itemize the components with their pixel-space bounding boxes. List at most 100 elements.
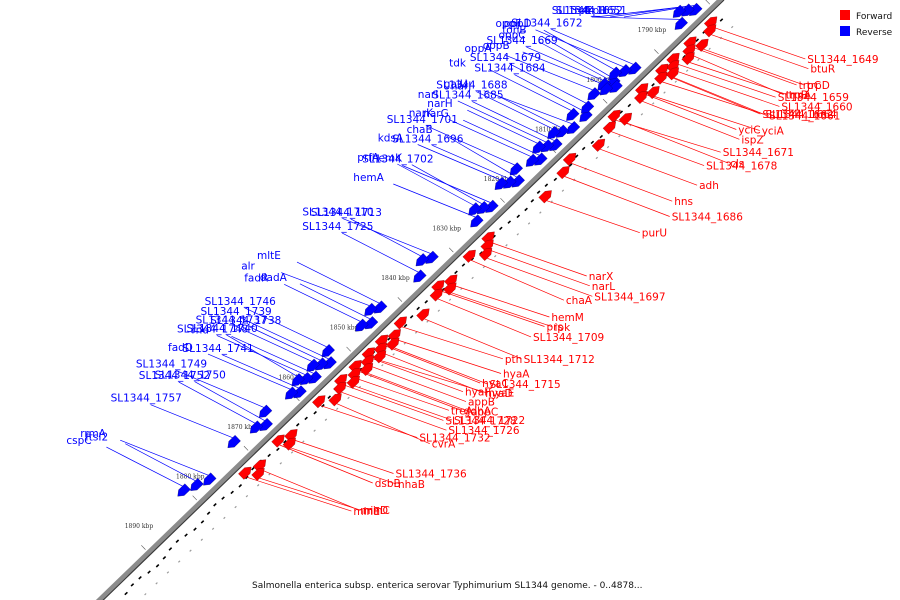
forward-gene-label: ipk bbox=[555, 322, 572, 334]
forward-gene-appC[interactable] bbox=[359, 363, 374, 377]
reverse-gene-tdk[interactable] bbox=[566, 107, 580, 121]
forward-gene-adh[interactable] bbox=[591, 138, 606, 152]
reverse-gene-label: trpH bbox=[584, 5, 607, 17]
reverse-gene-label: dadA bbox=[260, 272, 288, 284]
gc-skew-mark bbox=[302, 440, 305, 443]
reverse-gene-SL1344_1688[interactable] bbox=[547, 125, 561, 139]
reverse-leader-line bbox=[411, 164, 482, 205]
reverse-gene-SL1344_1701[interactable] bbox=[509, 162, 524, 176]
forward-gene-hyaE[interactable] bbox=[372, 350, 387, 364]
forward-gene-cls[interactable] bbox=[618, 112, 632, 126]
reverse-gene-SL1344_1746[interactable] bbox=[321, 344, 335, 358]
reverse-gene-SL1344_1684[interactable] bbox=[579, 108, 593, 122]
reverse-gene-oppB[interactable] bbox=[599, 82, 614, 96]
reverse-gene-oppA[interactable] bbox=[587, 87, 601, 101]
forward-leader-line bbox=[292, 439, 394, 474]
reverse-gene-SL1344_1651[interactable] bbox=[672, 4, 687, 18]
scale-tick-mark bbox=[192, 495, 198, 501]
reverse-leader-line bbox=[120, 439, 209, 476]
reverse-gene-narH[interactable] bbox=[532, 140, 546, 154]
forward-gene-SL1344_1732[interactable] bbox=[312, 395, 326, 409]
reverse-gene-alr[interactable] bbox=[364, 302, 378, 316]
forward-gene-label: prs bbox=[547, 322, 563, 334]
forward-gene-SL1344_1661[interactable] bbox=[665, 67, 679, 81]
forward-gene-trpD[interactable] bbox=[695, 38, 709, 52]
forward-gene-cvrA[interactable] bbox=[328, 393, 342, 407]
gc-content-mark bbox=[424, 300, 429, 304]
forward-leader-line bbox=[354, 385, 453, 421]
reverse-gene-mltE[interactable] bbox=[374, 300, 388, 314]
forward-gene-minC[interactable] bbox=[251, 467, 265, 481]
reverse-gene-SL1344_1672[interactable] bbox=[628, 61, 642, 75]
forward-gene-yciA[interactable] bbox=[646, 86, 660, 100]
reverse-gene-SL1344_1757[interactable] bbox=[227, 434, 241, 448]
forward-gene-SL1344_1671[interactable] bbox=[607, 109, 621, 123]
scale-tick-mark bbox=[602, 98, 608, 104]
forward-gene-SL1344_1664[interactable] bbox=[654, 71, 668, 85]
forward-gene-dsbB[interactable] bbox=[271, 434, 285, 448]
reverse-gene-fadD[interactable] bbox=[285, 386, 299, 400]
forward-gene-SL1344_1722[interactable] bbox=[346, 375, 360, 389]
gc-content-mark bbox=[524, 207, 528, 212]
reverse-gene-galU[interactable] bbox=[566, 121, 581, 134]
gc-content-mark bbox=[499, 226, 503, 231]
reverse-gene-SL1344_1652[interactable] bbox=[674, 16, 688, 30]
forward-leader-line bbox=[689, 62, 787, 95]
forward-gene-hns[interactable] bbox=[562, 152, 577, 166]
reverse-gene-oppF[interactable] bbox=[618, 64, 632, 78]
forward-gene-btuR[interactable] bbox=[703, 24, 717, 38]
forward-gene-minE[interactable] bbox=[238, 466, 252, 480]
forward-gene-purU[interactable] bbox=[538, 190, 552, 204]
reverse-gene-SL1344_1750[interactable] bbox=[259, 417, 273, 431]
reverse-gene-oppC[interactable] bbox=[609, 79, 623, 93]
forward-gene-SL1344_1697[interactable] bbox=[478, 247, 493, 261]
forward-gene-SL1344_1726[interactable] bbox=[333, 381, 347, 395]
forward-gene-trpA[interactable] bbox=[681, 52, 695, 66]
reverse-leader-line bbox=[281, 272, 370, 306]
legend-reverse-swatch[interactable] bbox=[840, 26, 850, 36]
reverse-gene-prfA[interactable] bbox=[468, 202, 482, 216]
forward-gene-SL1344_1686[interactable] bbox=[556, 166, 570, 180]
forward-gene-ipk[interactable] bbox=[443, 282, 457, 296]
reverse-gene-SL1344_1740[interactable] bbox=[291, 373, 305, 387]
forward-gene-nhaB[interactable] bbox=[282, 437, 296, 451]
forward-gene-pth[interactable] bbox=[393, 316, 407, 330]
reverse-gene-label: narJ bbox=[451, 80, 472, 92]
reverse-gene-hemA[interactable] bbox=[470, 214, 484, 228]
reverse-gene-kdsA[interactable] bbox=[494, 176, 508, 190]
forward-gene-chaA[interactable] bbox=[462, 249, 476, 263]
reverse-gene-SL1344_1749[interactable] bbox=[259, 404, 273, 418]
reverse-gene-narK[interactable] bbox=[525, 153, 540, 167]
reverse-gene-rrmA[interactable] bbox=[203, 472, 217, 486]
reverse-gene-SL1344_1737[interactable] bbox=[306, 358, 320, 372]
reverse-gene-ftsI2[interactable] bbox=[190, 477, 204, 491]
reverse-gene-SL1344_1710[interactable] bbox=[425, 250, 439, 264]
forward-leader-line bbox=[703, 48, 805, 86]
reverse-gene-oppD[interactable] bbox=[608, 66, 623, 80]
reverse-gene-dadA[interactable] bbox=[365, 316, 379, 330]
legend-forward-swatch[interactable] bbox=[840, 10, 850, 20]
reverse-gene-SL1344_1713[interactable] bbox=[415, 253, 429, 267]
forward-gene-SL1344_1678[interactable] bbox=[602, 121, 616, 135]
gc-skew-mark bbox=[290, 451, 294, 454]
reverse-gene-label: SL1344_1740 bbox=[187, 323, 258, 335]
forward-gene-ispZ[interactable] bbox=[634, 91, 648, 105]
reverse-gene-label: SL1344_1749 bbox=[136, 358, 207, 370]
reverse-gene-SL1344_1752[interactable] bbox=[249, 420, 264, 434]
forward-gene-SL1344_1709[interactable] bbox=[429, 288, 443, 302]
reverse-leader-line bbox=[226, 334, 297, 377]
forward-leader-line bbox=[424, 318, 522, 360]
gc-skew-mark bbox=[606, 145, 610, 149]
reverse-gene-fadR[interactable] bbox=[355, 318, 369, 332]
reverse-gene-label: SL1344_1738 bbox=[210, 315, 281, 327]
forward-gene-SL1344_1712[interactable] bbox=[416, 308, 430, 322]
reverse-gene-label: cspC bbox=[66, 435, 91, 447]
reverse-gene-label: narI bbox=[418, 89, 439, 101]
reverse-gene-SL1344_1679[interactable] bbox=[581, 100, 595, 114]
reverse-gene-SL1344_1725[interactable] bbox=[413, 269, 427, 283]
reverse-leader-line bbox=[457, 100, 546, 143]
reverse-gene-cspC[interactable] bbox=[177, 483, 191, 497]
reverse-leader-line bbox=[178, 381, 255, 424]
forward-gene-SL1344_1715[interactable] bbox=[386, 337, 400, 351]
